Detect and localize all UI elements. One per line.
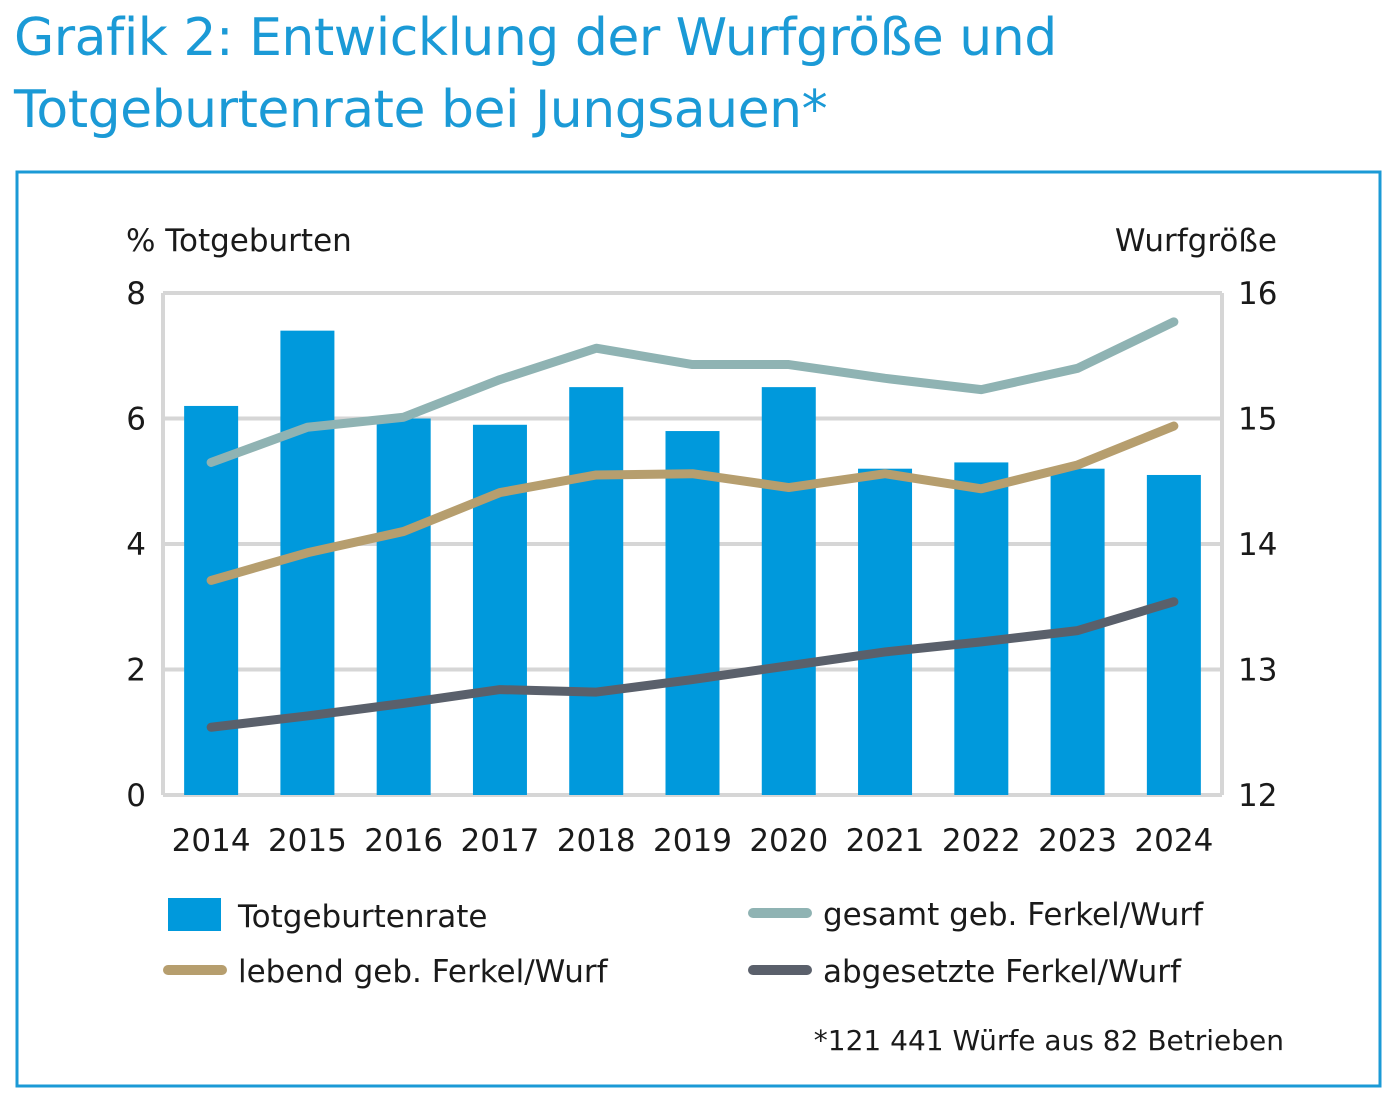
legend-swatch-bar — [168, 898, 221, 931]
x-tick-label: 2022 — [942, 823, 1021, 859]
title-line-1: Grafik 2: Entwicklung der Wurfgröße und — [14, 8, 1057, 68]
y-tick-right: 16 — [1238, 276, 1277, 312]
legend-label: gesamt geb. Ferkel/Wurf — [823, 897, 1204, 933]
bar-2018 — [569, 387, 624, 795]
footnote: *121 441 Würfe aus 82 Betrieben — [814, 1024, 1284, 1057]
chart-frame — [15, 170, 1382, 1088]
bar-2024 — [1146, 474, 1201, 795]
y-tick-left: 2 — [126, 653, 146, 689]
x-tick-label: 2018 — [557, 823, 636, 859]
bar-2022 — [954, 462, 1009, 795]
y-tick-left: 0 — [126, 778, 146, 814]
legend-label: lebend geb. Ferkel/Wurf — [238, 954, 609, 990]
y-tick-right: 15 — [1238, 402, 1277, 438]
y-axis-left-label: % Totgeburten — [126, 223, 352, 259]
bar-2019 — [665, 431, 720, 795]
line-series-2 — [206, 421, 1179, 585]
y-tick-right: 14 — [1238, 527, 1277, 563]
y-tick-right: 12 — [1238, 778, 1277, 814]
line-series-1 — [206, 317, 1179, 467]
x-tick-label: 2020 — [749, 823, 828, 859]
x-tick-label: 2023 — [1038, 823, 1117, 859]
y-tick-left: 8 — [126, 276, 146, 312]
bar-2021 — [858, 468, 913, 795]
bar-2020 — [761, 387, 816, 795]
x-tick-label: 2019 — [653, 823, 732, 859]
y-tick-left: 6 — [126, 402, 146, 438]
y-axis-right-label: Wurfgröße — [1115, 223, 1277, 259]
legend-label: Totgeburtenrate — [237, 899, 487, 935]
x-tick-label: 2015 — [268, 823, 347, 859]
x-tick-label: 2014 — [172, 823, 251, 859]
line-series-3 — [206, 597, 1179, 732]
x-tick-label: 2016 — [364, 823, 443, 859]
x-tick-label: 2021 — [846, 823, 925, 859]
bar-2017 — [472, 424, 527, 795]
chart-title: Grafik 2: Entwicklung der Wurfgröße und … — [14, 2, 1057, 146]
bar-2016 — [376, 418, 431, 795]
x-tick-label: 2024 — [1134, 823, 1213, 859]
x-tick-label: 2017 — [461, 823, 540, 859]
title-line-2: Totgeburtenrate bei Jungsauen* — [14, 80, 828, 140]
y-tick-left: 4 — [126, 527, 146, 563]
y-tick-right: 13 — [1238, 653, 1277, 689]
legend-label: abgesetzte Ferkel/Wurf — [823, 954, 1182, 990]
